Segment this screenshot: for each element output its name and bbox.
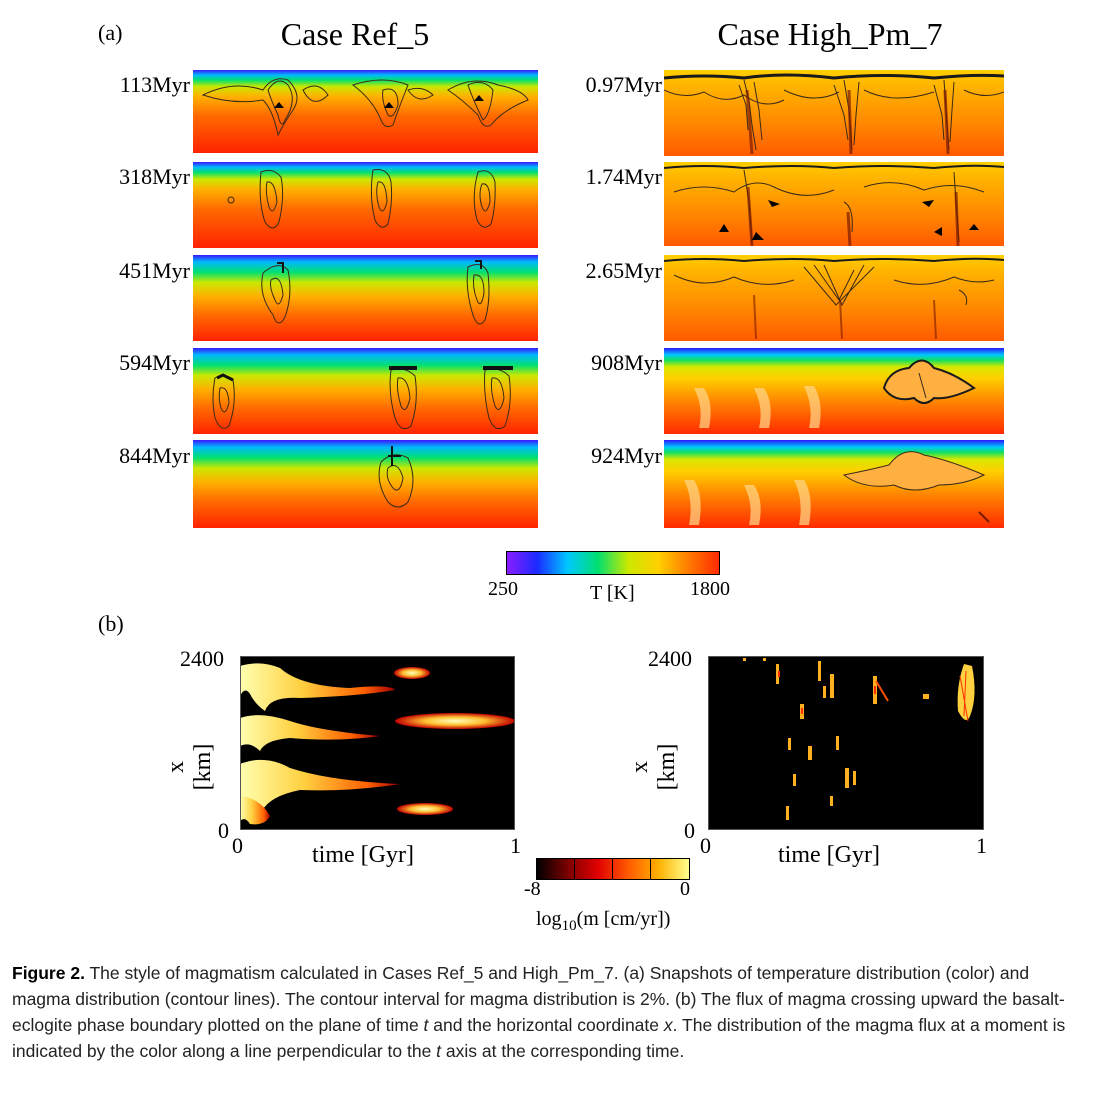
x-tick-min: 0 [700,833,711,858]
snapshot-highpm7-097myr [664,70,1004,156]
flux-colorbar-min: -8 [524,878,541,900]
snapshot-time-label: 318Myr [119,164,190,189]
y-tick-max: 2400 [648,646,692,671]
snapshot-time-label: 924Myr [591,443,662,468]
snapshot-ref5-844myr [193,440,538,528]
case-title-ref5: Case Ref_5 [280,16,430,52]
magma-flux-plot-ref5 [240,656,515,830]
y-tick-min: 0 [218,818,229,843]
snapshot-time-label: 594Myr [119,350,190,375]
snapshot-time-label: 2.65Myr [585,258,662,283]
snapshot-highpm7-174myr [664,162,1004,246]
panel-a-label: (a) [98,20,123,45]
snapshot-highpm7-908myr [664,348,1004,434]
magma-flux-colorbar [536,858,690,880]
snapshot-time-label: 1.74Myr [585,164,662,189]
colorbar-min-label: 250 [488,578,518,600]
magma-flux-plot-highpm7 [708,656,984,830]
snapshot-ref5-318myr [193,162,538,248]
snapshot-highpm7-265myr [664,255,1004,341]
snapshot-time-label: 113Myr [119,72,190,97]
temperature-colorbar [506,551,720,575]
figure-caption: Figure 2. The style of magmatism calcula… [12,963,1066,1061]
flux-plot-frame [240,656,515,830]
panel-b-label: (b) [98,611,124,636]
snapshot-ref5-594myr [193,348,538,434]
snapshot-time-label: 908Myr [591,350,662,375]
snapshot-highpm7-924myr [664,440,1004,528]
case-title-highpm7: Case High_Pm_7 [717,16,943,52]
colorbar-max-label: 1800 [690,578,730,600]
snapshot-ref5-451myr [193,255,538,341]
snapshot-ref5-113myr [193,70,538,153]
x-axis-label: time [Gyr] [778,842,880,868]
x-tick-max: 1 [510,833,521,858]
x-axis-label: time [Gyr] [312,842,414,868]
y-axis-label: x [km] [627,743,680,791]
snapshot-time-label: 0.97Myr [585,72,662,97]
flux-colorbar-max: 0 [680,878,690,900]
x-tick-min: 0 [232,833,243,858]
flux-colorbar-title: log10(m [cm/yr]) [536,908,671,934]
y-tick-min: 0 [684,818,695,843]
snapshot-time-label: 844Myr [119,443,190,468]
x-tick-max: 1 [976,833,987,858]
y-tick-max: 2400 [180,646,224,671]
figure-number: Figure 2. [12,963,85,983]
y-axis-label: x [km] [163,743,216,791]
flux-plot-frame [708,656,984,830]
snapshot-time-label: 451Myr [119,258,190,283]
colorbar-title: T [K] [590,582,635,604]
